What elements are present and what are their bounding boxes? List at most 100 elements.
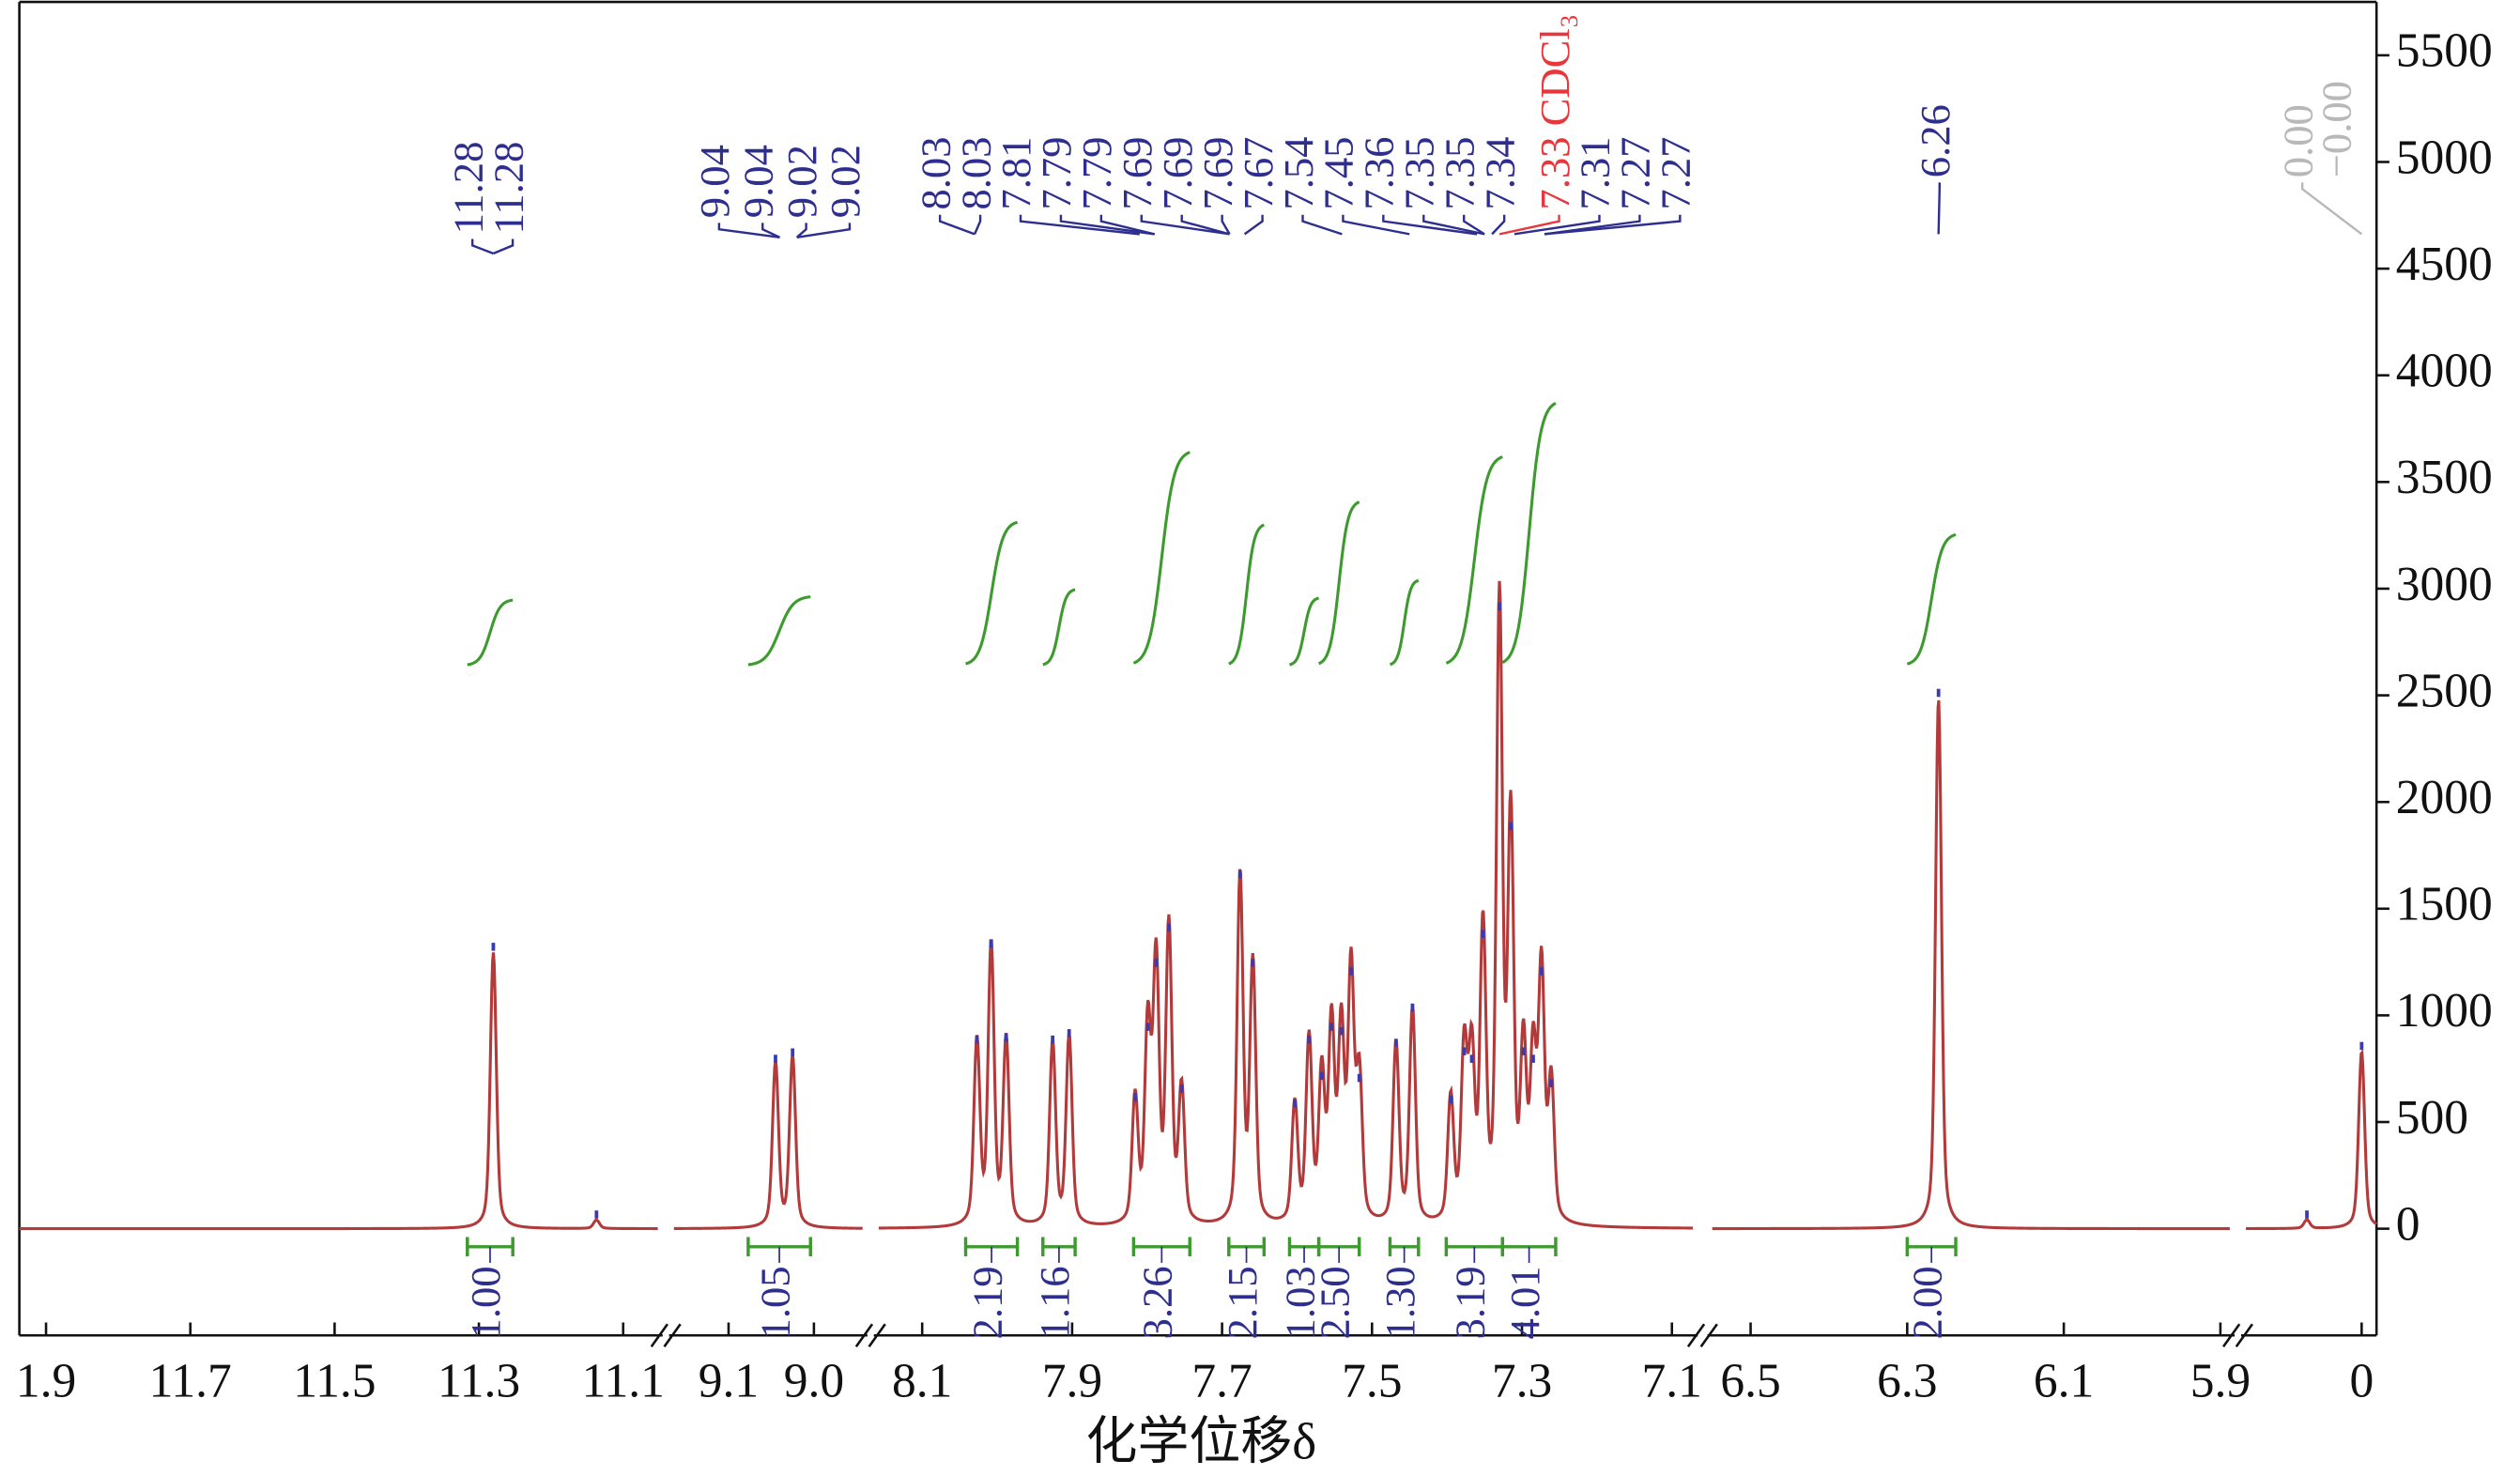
peak-label: 7.36 [1356, 137, 1403, 210]
integral-label: 3.19 [1447, 1266, 1494, 1339]
integral-label: 1.05 [751, 1266, 798, 1339]
integral-curve [965, 520, 1019, 666]
integral-label: 2.00 [1903, 1266, 1950, 1339]
spectrum [878, 580, 1694, 1230]
peak-label: 7.27 [1652, 137, 1699, 210]
x-tick-label: 7.1 [1642, 1354, 1702, 1407]
integral-label: 1.00 [462, 1266, 509, 1339]
y-tick-label: 5000 [2396, 131, 2493, 184]
integral-label: 3.26 [1134, 1266, 1181, 1339]
x-tick-label: 7.3 [1492, 1354, 1552, 1407]
peak-label: 7.33 CDCl₃ [1531, 14, 1578, 210]
spectrum [2246, 1049, 2378, 1231]
peak-label-connector [796, 223, 852, 238]
axis-break [1686, 1323, 1706, 1347]
peak-label-connector [795, 223, 807, 238]
x-tick-label: 6.3 [1877, 1354, 1937, 1407]
integral-curve [1289, 596, 1320, 667]
y-tick-label: 500 [2396, 1091, 2468, 1145]
integral-label: 2.19 [963, 1266, 1010, 1339]
spectrum [19, 952, 658, 1231]
x-tick-label: 6.1 [2034, 1354, 2094, 1407]
peak-label: 7.27 [1612, 137, 1659, 210]
x-tick-label: 7.5 [1342, 1354, 1402, 1407]
integral-curve [467, 598, 514, 667]
x-tick-label: 11.7 [149, 1354, 232, 1407]
peak-label-connector [1140, 214, 1230, 236]
peak-label: 9.02 [778, 145, 825, 218]
integral-curve [1042, 588, 1076, 667]
y-tick-label: 2000 [2396, 771, 2493, 824]
integral-curve [747, 595, 811, 667]
peak-label-connector [1514, 214, 1601, 236]
peak-label-connector [1544, 214, 1682, 236]
y-tick-label: 1500 [2396, 878, 2493, 931]
peak-label-connector [492, 238, 515, 255]
peak-label: 7.81 [992, 137, 1039, 210]
y-tick-label: 5500 [2396, 24, 2493, 78]
x-tick-label: 6.5 [1720, 1354, 1780, 1407]
integral-label: 1.16 [1031, 1266, 1078, 1339]
x-tick-label: 11.3 [438, 1354, 520, 1407]
peak-label-connector [1491, 214, 1506, 236]
y-tick-label: 2500 [2396, 664, 2493, 717]
integral-label: 1.30 [1376, 1266, 1423, 1339]
integral-curve [1445, 455, 1503, 665]
peak-label: −0.00 [2313, 81, 2360, 177]
peak-label: 7.79 [1033, 137, 1080, 210]
peak-label-connector [1180, 214, 1230, 236]
peak-label-connector [761, 223, 781, 238]
peak-label-connector [1221, 214, 1231, 235]
peak-label: 7.79 [1073, 137, 1120, 210]
x-tick-label: 11.5 [293, 1354, 376, 1407]
peak-label: 7.35 [1396, 137, 1443, 210]
peak-label-connector [1422, 214, 1485, 236]
x-tick-label: 0 [2349, 1354, 2374, 1407]
peak-label-connector [1243, 214, 1264, 236]
peak-label: 11.28 [484, 142, 531, 235]
integral-curve [1228, 523, 1265, 666]
peak-label: 7.35 [1436, 137, 1483, 210]
peak-label-connector [938, 214, 976, 236]
peak-label: 7.69 [1154, 137, 1201, 210]
peak-label: 7.69 [1194, 137, 1241, 210]
x-tick-label: 9.1 [699, 1354, 759, 1407]
peak-label: 11.28 [444, 142, 491, 235]
peak-label: 7.54 [1275, 137, 1322, 210]
x-tick-label: 7.9 [1042, 1354, 1102, 1407]
integral-label: 2.15 [1219, 1266, 1266, 1339]
x-tick-label: 1.9 [16, 1354, 76, 1407]
y-tick-label: 4000 [2396, 345, 2493, 398]
peak-label: 8.03 [912, 137, 959, 210]
peak-label-connector [1059, 214, 1155, 236]
peak-label-connector [1382, 214, 1478, 236]
peak-label-connector [717, 223, 780, 238]
x-axis-label: 化学位移δ [1086, 1412, 1317, 1469]
peak-label-connector [1301, 214, 1343, 236]
peak-label: 8.03 [952, 137, 999, 210]
x-tick-label: 7.7 [1191, 1354, 1252, 1407]
y-tick-label: 0 [2396, 1197, 2420, 1251]
peak-label: 7.69 [1114, 137, 1160, 210]
integral-curve [1501, 402, 1557, 664]
peak-label-connector [1544, 214, 1641, 236]
x-tick-label: 9.0 [784, 1354, 844, 1407]
peak-label: 7.67 [1235, 137, 1282, 210]
integral-curve [1389, 578, 1420, 667]
integral-curve [1132, 451, 1191, 665]
x-tick-label: 8.1 [892, 1354, 952, 1407]
axis-break [650, 1323, 668, 1347]
peak-label-connector [1342, 214, 1410, 236]
axis-break [2221, 1323, 2241, 1347]
peak-label: 0.00 [2274, 104, 2321, 177]
peak-label-connector [470, 238, 494, 255]
spectrum [1712, 700, 2230, 1231]
peak-label: 9.04 [691, 145, 738, 218]
integral-curve [1317, 500, 1360, 666]
spectrum [673, 1054, 863, 1230]
peak-label: 7.45 [1315, 137, 1362, 210]
peak-label-connector [973, 214, 982, 235]
y-tick-label: 1000 [2396, 984, 2493, 1038]
x-tick-label: 11.1 [582, 1354, 665, 1407]
